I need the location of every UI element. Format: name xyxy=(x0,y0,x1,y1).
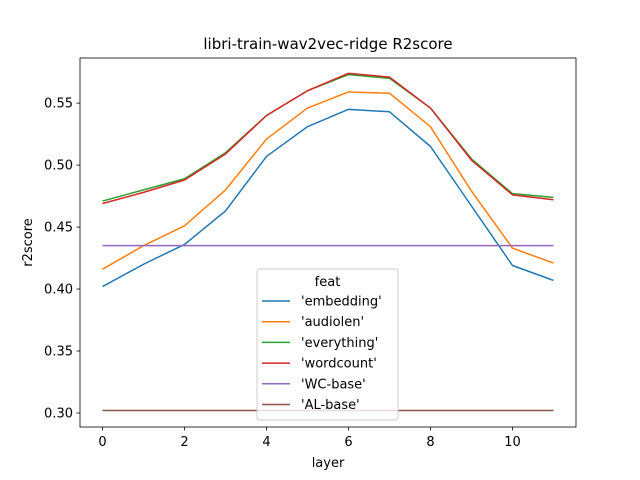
legend-box xyxy=(256,268,399,421)
legend-label-5: 'AL-base' xyxy=(301,398,360,413)
x-tick-label: 6 xyxy=(344,435,352,450)
series-line-0 xyxy=(102,108,554,288)
y-tick-label: 0.30 xyxy=(44,406,73,421)
series-line-3 xyxy=(102,72,554,205)
plot-frame xyxy=(79,57,577,428)
x-tick-label: 10 xyxy=(504,435,521,450)
legend-label-2: 'everything' xyxy=(301,336,378,351)
y-tick-label: 0.35 xyxy=(44,345,73,360)
legend-label-0: 'embedding' xyxy=(301,295,382,310)
legend-label-1: 'audiolen' xyxy=(301,315,364,330)
x-axis-label: layer xyxy=(312,456,345,471)
x-tick-label: 2 xyxy=(180,435,188,450)
legend: feat 'embedding' 'audiolen' 'everything'… xyxy=(256,268,399,421)
legend-title: feat xyxy=(315,275,341,290)
y-tick-label: 0.45 xyxy=(44,221,73,236)
x-tick-label: 4 xyxy=(262,435,270,450)
y-tick-label: 0.55 xyxy=(44,97,73,112)
series-line-1 xyxy=(102,91,554,270)
chart-title: libri-train-wav2vec-ridge R2score xyxy=(203,35,452,53)
legend-label-3: 'wordcount' xyxy=(301,357,377,372)
x-tick-label: 0 xyxy=(98,435,106,450)
x-tick-label: 8 xyxy=(426,435,434,450)
y-tick-label: 0.50 xyxy=(44,159,73,174)
x-axis: 0 2 4 6 8 10 xyxy=(98,427,521,450)
y-tick-label: 0.40 xyxy=(44,283,73,298)
y-axis-label: r2score xyxy=(21,218,36,267)
y-axis: 0.30 0.35 0.40 0.45 0.50 0.55 xyxy=(44,97,80,421)
legend-label-4: 'WC-base' xyxy=(301,377,366,392)
